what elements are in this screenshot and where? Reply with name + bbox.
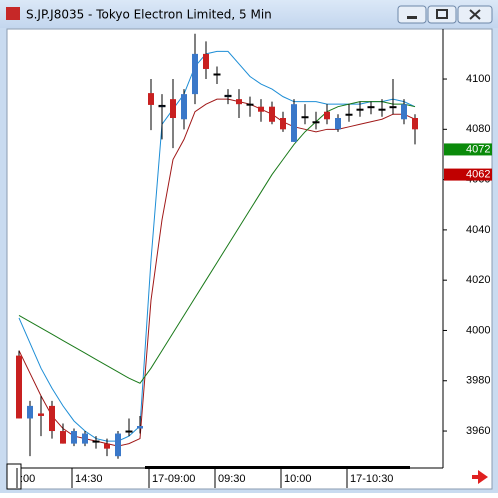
y-tick-label: 4080 bbox=[466, 123, 490, 135]
y-tick-label: 4000 bbox=[466, 324, 490, 336]
candle-body bbox=[170, 99, 176, 119]
y-tick-label: 3980 bbox=[466, 375, 490, 387]
candle-body bbox=[16, 355, 22, 419]
x-tick-label: 17-09:00 bbox=[152, 473, 195, 485]
candle-body bbox=[246, 103, 254, 106]
scroll-arrow[interactable] bbox=[472, 470, 488, 484]
scroll-thumb[interactable] bbox=[6, 463, 22, 490]
plot: 39603980400040204040406040804100:0014:30… bbox=[16, 33, 492, 488]
minimize-icon bbox=[407, 16, 417, 19]
candle-body bbox=[280, 118, 286, 130]
window-title: S.JP.J8035 - Tokyo Electron Limited, 5 M… bbox=[26, 8, 272, 22]
candle-body bbox=[49, 405, 55, 432]
candle-body bbox=[258, 106, 264, 112]
candle-body bbox=[213, 73, 221, 76]
candle-body bbox=[148, 93, 154, 105]
candle-body bbox=[236, 99, 242, 105]
candle-body bbox=[27, 405, 33, 419]
candle-body bbox=[312, 121, 320, 124]
candle-body bbox=[378, 108, 386, 111]
candle-body bbox=[412, 118, 418, 130]
candle-body bbox=[324, 111, 330, 120]
candle-body bbox=[192, 53, 198, 95]
candle-body bbox=[115, 433, 121, 457]
candle-body bbox=[224, 94, 232, 98]
candle-body bbox=[125, 430, 133, 433]
candle-body bbox=[158, 104, 166, 108]
y-tick-label: 3960 bbox=[466, 425, 490, 437]
candle-body bbox=[356, 108, 364, 111]
scroll-range bbox=[145, 466, 410, 469]
window-buttons[interactable] bbox=[397, 5, 493, 24]
app-icon bbox=[6, 7, 20, 20]
price-label: 4072 bbox=[466, 143, 490, 155]
minimize-button[interactable] bbox=[397, 5, 427, 24]
candle-body bbox=[389, 106, 397, 109]
x-tick-label: 09:30 bbox=[218, 473, 246, 485]
candle-body bbox=[38, 413, 44, 416]
candle-body bbox=[203, 53, 209, 69]
candle-body bbox=[92, 440, 100, 443]
candle-body bbox=[60, 431, 66, 444]
y-tick-label: 4020 bbox=[466, 274, 490, 286]
candle-body bbox=[82, 433, 88, 444]
price-label: 4062 bbox=[466, 168, 490, 180]
x-tick-label: :00 bbox=[20, 473, 35, 485]
x-tick-label: 17-10:30 bbox=[350, 473, 393, 485]
maximize-icon bbox=[436, 9, 448, 19]
x-tick-label: 14:30 bbox=[75, 473, 103, 485]
moving-average-line bbox=[18, 101, 416, 384]
price-label-box bbox=[444, 168, 492, 181]
y-tick-label: 4100 bbox=[466, 73, 490, 85]
candle-body bbox=[291, 104, 297, 142]
candle-body bbox=[367, 106, 375, 109]
candle-body bbox=[401, 104, 407, 120]
candle-body bbox=[104, 443, 110, 449]
y-tick-label: 4040 bbox=[466, 224, 490, 236]
price-label-box bbox=[444, 143, 492, 156]
candle-body bbox=[269, 106, 275, 122]
candle-body bbox=[71, 431, 77, 444]
candle-body bbox=[181, 94, 187, 120]
candle-body bbox=[345, 113, 353, 116]
x-tick-label: 10:00 bbox=[284, 473, 312, 485]
candle-body bbox=[301, 116, 309, 119]
candle-body bbox=[137, 426, 143, 429]
maximize-button[interactable] bbox=[427, 5, 457, 24]
close-icon bbox=[469, 9, 481, 20]
candle-body bbox=[335, 118, 341, 130]
